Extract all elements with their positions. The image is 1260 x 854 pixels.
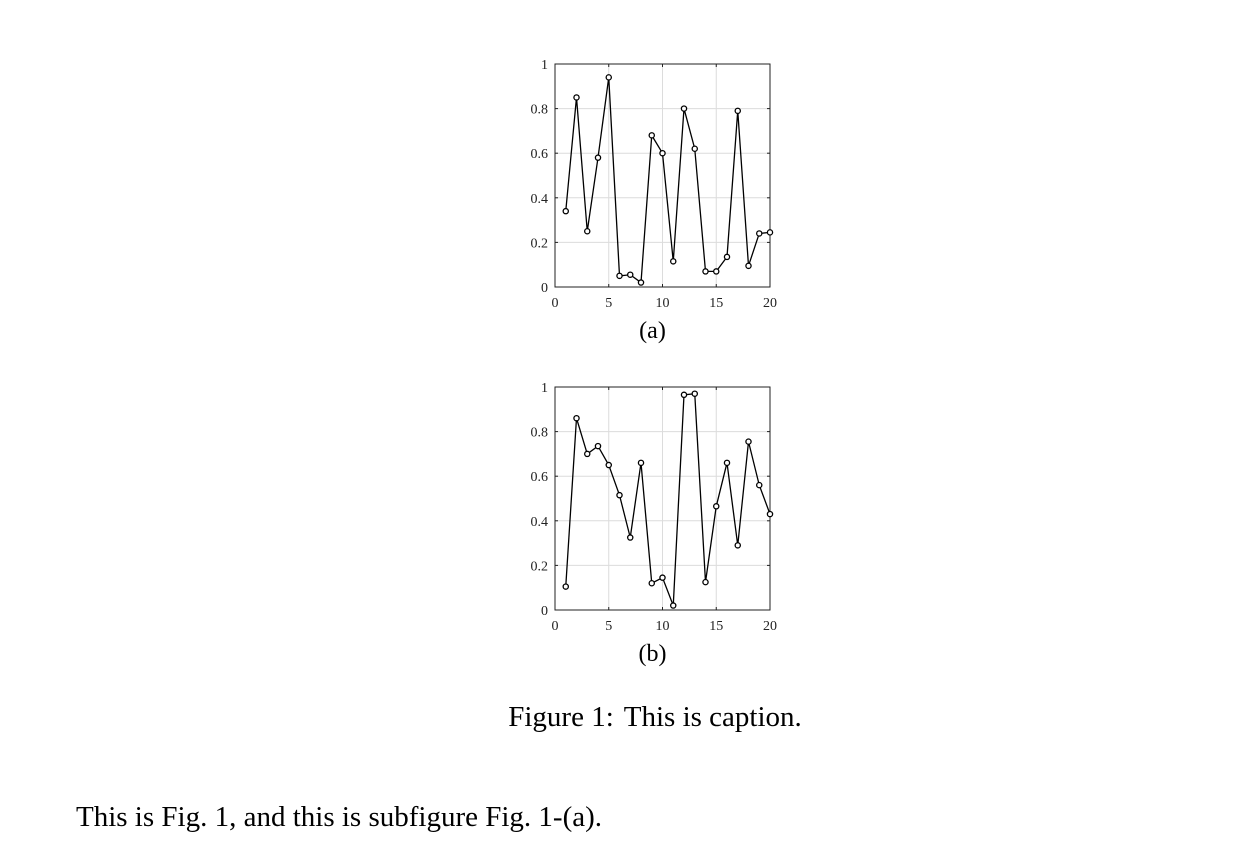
y-tick-label: 0.2 — [531, 236, 549, 251]
series-line — [565, 77, 771, 284]
x-tick-label: 15 — [709, 296, 723, 311]
data-point — [659, 574, 666, 581]
data-point — [605, 74, 613, 81]
x-tick-label: 20 — [763, 296, 777, 311]
data-point — [648, 579, 656, 587]
data-point — [756, 230, 763, 237]
y-tick-label: 0 — [541, 281, 548, 296]
data-point — [745, 438, 752, 445]
data-point — [562, 583, 570, 590]
caption-text: This is caption. — [623, 701, 802, 733]
x-tick-label: 10 — [656, 296, 670, 311]
data-point — [562, 207, 570, 215]
data-point — [734, 107, 742, 115]
data-point — [756, 481, 763, 489]
data-point — [648, 132, 656, 139]
data-point — [584, 450, 591, 458]
subplot-a: 0 5 10 15 20 0 0.2 0.4 0.6 0.8 1 — [531, 58, 778, 311]
data-point — [637, 279, 645, 286]
y-tick-label: 0 — [541, 604, 548, 619]
data-point — [766, 510, 774, 518]
data-point — [616, 491, 623, 499]
data-point — [584, 227, 591, 235]
data-point — [766, 229, 774, 236]
data-point — [670, 602, 677, 609]
y-tick-label: 0.8 — [531, 426, 549, 441]
data-point — [734, 542, 742, 549]
caption-label: Figure 1: — [508, 701, 614, 733]
data-point — [702, 268, 709, 275]
subfigure-label-a: (a) — [639, 318, 666, 344]
data-point — [723, 253, 731, 261]
y-tick-label: 0.4 — [531, 192, 549, 207]
data-point — [605, 461, 613, 469]
data-point — [680, 391, 688, 399]
y-tick-label: 1 — [541, 381, 548, 396]
data-point — [691, 390, 699, 397]
y-tick-label: 1 — [541, 58, 548, 73]
y-tick-label: 0.2 — [531, 559, 549, 574]
x-tick-label: 0 — [552, 296, 559, 311]
data-point — [670, 258, 677, 265]
data-point — [702, 578, 709, 586]
data-point — [616, 272, 623, 280]
data-point — [745, 262, 752, 270]
x-tick-label: 10 — [656, 619, 670, 634]
data-point — [573, 414, 580, 422]
x-tick-label: 5 — [605, 296, 612, 311]
data-point — [637, 459, 645, 467]
x-tick-label: 15 — [709, 619, 723, 634]
x-tick-label: 5 — [605, 619, 612, 634]
x-tick-label: 20 — [763, 619, 777, 634]
data-point — [594, 154, 602, 161]
subplot-b: 0 5 10 15 20 0 0.2 0.4 0.6 0.8 1 — [531, 381, 778, 634]
data-point — [713, 503, 720, 510]
data-point — [723, 459, 731, 467]
data-point — [627, 534, 634, 541]
data-point — [713, 268, 720, 275]
y-tick-label: 0.4 — [531, 515, 549, 530]
y-tick-label: 0.8 — [531, 103, 549, 118]
body-paragraph: This is Fig. 1, and this is subfigure Fi… — [76, 801, 603, 833]
y-tick-label: 0.6 — [531, 470, 549, 485]
data-point — [680, 105, 688, 112]
data-point — [691, 145, 699, 152]
series-line — [565, 392, 771, 606]
data-point — [627, 271, 634, 278]
subfigure-label-b: (b) — [638, 641, 667, 667]
data-point — [573, 94, 580, 101]
data-point — [594, 442, 602, 450]
figure-canvas: 0 5 10 15 20 0 0.2 0.4 0.6 0.8 1 0 5 10 15 20 0 0.2 0.4 0.… — [531, 58, 778, 634]
y-tick-label: 0.6 — [531, 147, 549, 162]
x-tick-label: 0 — [552, 619, 559, 634]
data-point — [659, 149, 666, 157]
figure-caption: Figure 1: This is caption. — [508, 701, 802, 734]
